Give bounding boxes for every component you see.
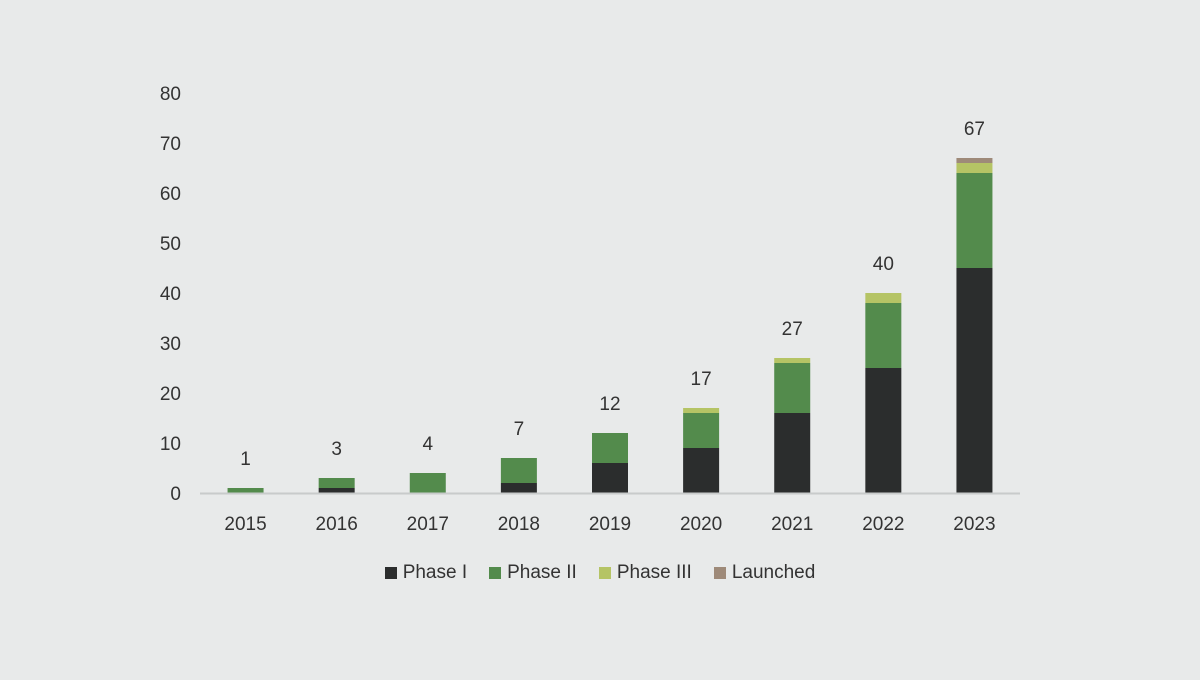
bar-2016-phase-i [318,488,355,493]
legend-item-launched: Launched [713,562,816,584]
y-tick-label-40: 40 [160,284,181,305]
data-label-total-2016: 3 [331,439,342,460]
legend-item-phase-3: Phase III [598,562,692,584]
bar-2019-phase-i [592,463,628,493]
data-label-total-2022: 40 [873,254,894,275]
y-tick-label-0: 0 [170,484,181,505]
bar-2020-phase-ii [683,413,720,448]
data-label-total-2017: 4 [422,434,433,455]
y-tick-label-20: 20 [160,384,181,405]
legend-label-launched: Launched [731,562,816,583]
x-tick-label-2023: 2023 [953,514,995,535]
bar-2017-phase-ii [409,473,446,493]
y-tick-label-80: 80 [160,84,181,105]
bar-2022-phase-ii [865,303,902,368]
legend-label-phase-2: Phase II [507,562,577,583]
data-label-total-2018: 7 [514,419,525,440]
legend-swatch-launched [713,567,726,579]
legend-item-phase-2: Phase II [489,562,577,584]
x-tick-label-2022: 2022 [862,514,904,535]
legend: Phase I Phase II Phase III Launched [0,562,1200,584]
data-label-total-2020: 17 [691,369,712,390]
legend-swatch-phase-3 [598,567,611,579]
x-tick-label-2017: 2017 [407,514,449,535]
data-label-total-2015: 1 [240,449,251,470]
x-tick-label-2020: 2020 [680,514,722,535]
legend-label-phase-3: Phase III [616,562,692,583]
bar-2022-phase-i [865,368,902,493]
legend-swatch-phase-2 [489,567,502,579]
x-tick-label-2018: 2018 [498,514,540,535]
bar-2021-phase-i [774,413,811,493]
bar-2023-phase-i [956,268,993,493]
legend-label-phase-1: Phase I [402,562,468,583]
bar-2023-phase-ii [956,173,993,268]
bar-2020-phase-i [683,448,720,493]
bar-2021-phase-iii [774,358,811,363]
bar-2018-phase-i [500,483,537,493]
y-tick-label-50: 50 [160,234,181,255]
data-label-total-2019: 12 [599,394,620,415]
y-tick-label-10: 10 [160,434,181,455]
x-tick-label-2021: 2021 [771,514,813,535]
bar-2018-phase-ii [500,458,537,483]
data-label-total-2023: 67 [964,119,985,140]
x-tick-label-2015: 2015 [224,514,266,535]
bar-2021-phase-ii [774,363,811,413]
bar-2015-phase-ii [227,488,264,493]
bar-2020-phase-iii [683,408,720,413]
y-tick-label-30: 30 [160,334,181,355]
x-tick-label-2019: 2019 [589,514,631,535]
bar-2023-launched [956,158,993,163]
bar-2019-phase-ii [592,433,628,463]
data-label-total-2021: 27 [782,319,803,340]
x-tick-label-2016: 2016 [316,514,358,535]
bar-2023-phase-iii [956,163,993,173]
bar-2022-phase-iii [865,293,902,303]
bar-2016-phase-ii [318,478,355,488]
y-tick-label-60: 60 [160,184,181,205]
y-tick-label-70: 70 [160,134,181,155]
legend-item-phase-1: Phase I [384,562,468,584]
legend-swatch-phase-1 [384,567,397,579]
